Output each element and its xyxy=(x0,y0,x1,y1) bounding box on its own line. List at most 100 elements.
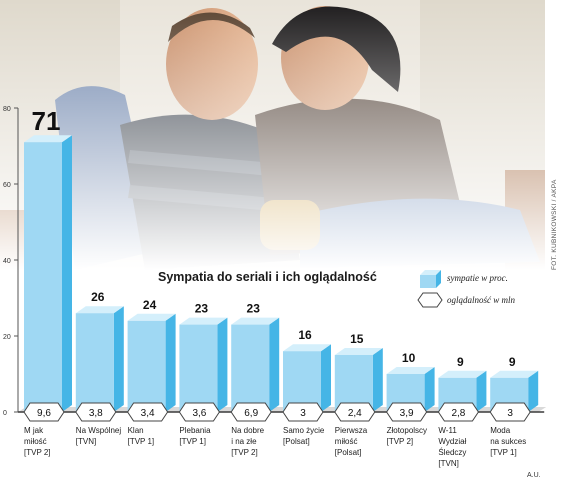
bar-value-label: 23 xyxy=(195,302,209,316)
bar-side xyxy=(372,348,383,412)
category-label: [Polsat] xyxy=(335,448,362,457)
bar-value-label: 71 xyxy=(32,106,61,136)
category-label: na sukces xyxy=(490,437,526,446)
category-label: [TVN] xyxy=(438,459,458,468)
bar-top xyxy=(283,344,331,352)
viewership-value: 3,8 xyxy=(89,408,103,419)
legend-bar-side xyxy=(436,270,441,288)
bar-top xyxy=(179,317,228,325)
legend-label-viewership: oglądalność w mln xyxy=(447,295,516,305)
bar-side xyxy=(476,370,487,412)
category-label: Śledczy xyxy=(438,448,466,457)
category-label: Klan xyxy=(128,426,144,435)
category-label: M jak xyxy=(24,426,44,435)
viewership-badge xyxy=(334,402,376,422)
category-label: [TVN] xyxy=(76,437,96,446)
legend-bar-swatch xyxy=(420,275,436,288)
bar-side xyxy=(165,313,176,412)
viewership-badge xyxy=(489,402,531,422)
viewership-badge xyxy=(23,402,65,422)
viewership-value: 3 xyxy=(507,408,513,419)
category-label: Moda xyxy=(490,426,511,435)
y-tick-label: 80 xyxy=(3,106,11,113)
category-label: W-11 xyxy=(438,426,457,435)
legend-bar-top xyxy=(420,270,441,275)
bar-top xyxy=(386,367,435,374)
bar-side xyxy=(269,317,280,412)
legend-hexagon xyxy=(417,292,443,308)
bar-top xyxy=(490,370,539,378)
bar-side xyxy=(113,306,124,412)
bar-side xyxy=(528,370,539,412)
viewership-badge xyxy=(385,402,428,422)
y-tick-label: 20 xyxy=(3,334,11,341)
bar-top xyxy=(231,317,280,325)
bar-top xyxy=(75,306,124,314)
bar-side xyxy=(424,367,435,412)
bar-top xyxy=(127,313,176,321)
bar-side xyxy=(62,135,72,412)
y-axis: 0 20 40 60 80 xyxy=(3,106,19,417)
viewership-value: 3,6 xyxy=(192,408,206,419)
bar-value-label: 26 xyxy=(91,290,105,304)
chart-title: Sympatia do seriali i ich oglądalność xyxy=(158,270,377,284)
bar xyxy=(24,142,62,412)
bar-top xyxy=(334,348,383,355)
viewership-value: 2,4 xyxy=(348,408,362,419)
viewership-value: 3 xyxy=(300,408,306,419)
bar-top xyxy=(438,370,487,378)
category-label: [TVP 1] xyxy=(179,437,206,446)
viewership-badge xyxy=(230,402,272,422)
bar xyxy=(283,351,321,412)
signature: A.U. xyxy=(527,472,541,479)
bar-value-label: 15 xyxy=(350,332,364,346)
photo-credit: FOT. KUBNIKOWSKI / AKPA xyxy=(551,179,558,270)
category-label: Na dobre xyxy=(231,426,264,435)
category-label: Pierwsza xyxy=(335,426,368,435)
category-label: [Polsat] xyxy=(283,437,310,446)
viewership-value: 2,8 xyxy=(451,408,465,419)
legend-label-sympathy: sympatie w proc. xyxy=(447,273,508,283)
category-label: i na złe xyxy=(231,437,257,446)
viewership-badge xyxy=(75,402,117,422)
bar-top xyxy=(24,135,72,143)
bar xyxy=(75,313,114,412)
category-label: [TVP 1] xyxy=(490,448,517,457)
bar xyxy=(179,324,218,412)
bar-value-label: 16 xyxy=(298,328,312,342)
viewership-badge xyxy=(126,402,169,422)
category-label: miłość xyxy=(335,437,358,446)
viewership-badge xyxy=(437,402,480,422)
category-label: Na Wspólnej xyxy=(76,426,122,435)
category-label: Złotopolscy xyxy=(387,426,427,435)
viewership-value: 3,4 xyxy=(141,408,155,419)
category-label: Wydział xyxy=(438,437,466,446)
bars: 71 9,6 M jak miłość [TVP 2] 26 3,8 Na Wspólnej [… xyxy=(18,106,547,468)
bar-value-label: 23 xyxy=(247,302,261,316)
y-tick-label: 60 xyxy=(3,182,11,189)
y-tick-label: 0 xyxy=(3,410,7,417)
category-label: Samo życie xyxy=(283,426,325,435)
bar-side xyxy=(321,344,331,412)
viewership-badge xyxy=(282,402,324,422)
category-label: [TVP 1] xyxy=(128,437,155,446)
category-label: [TVP 2] xyxy=(231,448,258,457)
bar-value-label: 24 xyxy=(143,298,157,312)
bar-value-label: 9 xyxy=(457,355,464,369)
bar-value-label: 9 xyxy=(509,355,516,369)
legend: sympatie w proc. oglądalność w mln xyxy=(417,270,516,308)
bar xyxy=(127,320,166,412)
viewership-value: 6,9 xyxy=(244,408,258,419)
category-label: Plebania xyxy=(179,426,211,435)
category-label: [TVP 2] xyxy=(387,437,414,446)
viewership-value: 9,6 xyxy=(37,408,51,419)
y-tick-label: 40 xyxy=(3,258,11,265)
viewership-value: 3,9 xyxy=(400,408,414,419)
bar-value-label: 10 xyxy=(402,351,416,365)
category-label: miłość xyxy=(24,437,47,446)
bar-side xyxy=(217,317,228,412)
category-label: [TVP 2] xyxy=(24,448,51,457)
bar xyxy=(231,324,270,412)
